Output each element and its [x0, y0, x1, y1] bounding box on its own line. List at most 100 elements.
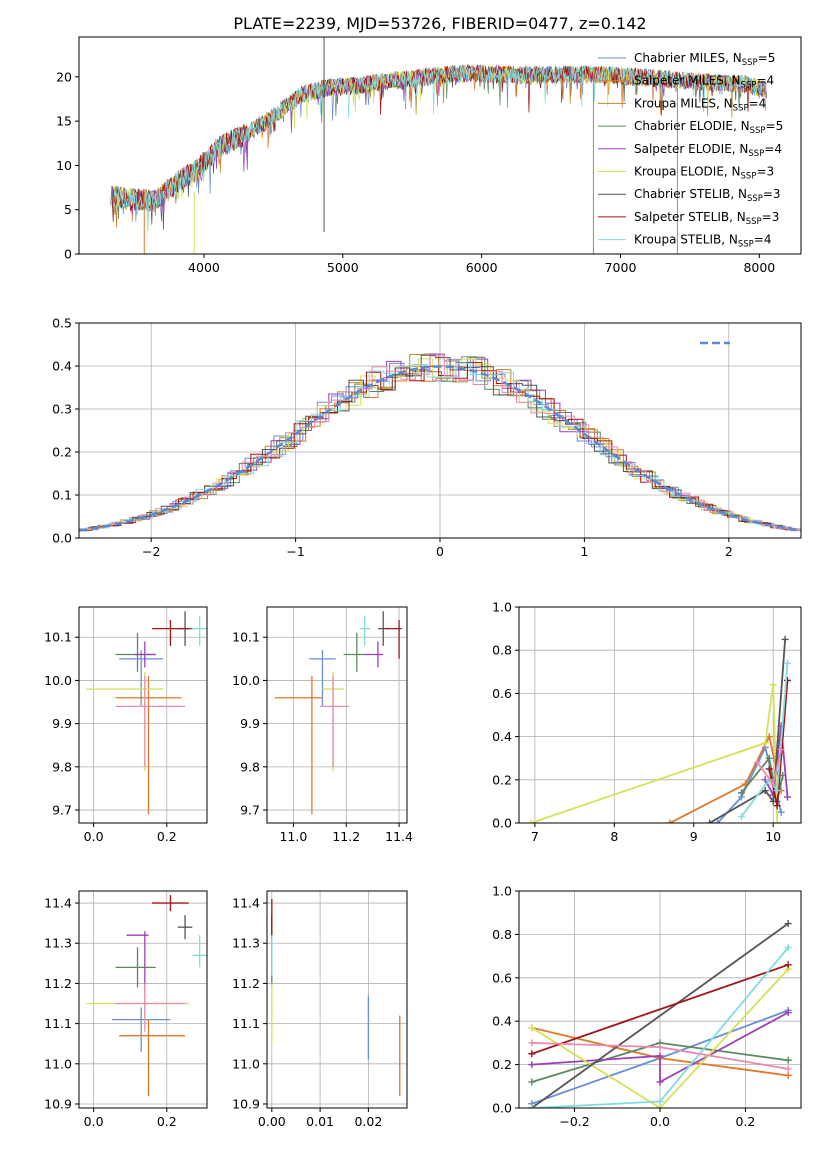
- error-point: [192, 615, 207, 646]
- weight-marker: [784, 1056, 792, 1064]
- y-tick-label: 10.0: [232, 673, 260, 688]
- weight-line: [531, 922, 789, 1108]
- y-tick-label: 0.2: [492, 1057, 512, 1072]
- error-point: [177, 915, 193, 940]
- y-tick-label: 11.4: [232, 896, 260, 911]
- legend-label: Kroupa ELODIE, NSSP=3: [634, 165, 774, 182]
- y-tick-label: 0.6: [492, 686, 512, 701]
- y-tick-label: 0.8: [492, 643, 512, 658]
- weight-marker: [656, 1078, 664, 1086]
- plot-area: [271, 899, 401, 1096]
- x-tick-label: 0.00: [258, 1114, 286, 1129]
- panel-z-age: 0.0 0.2 9.7 9.8 9.9 10.0 10.1: [44, 606, 208, 844]
- legend-entry: Salpeter MILES, NSSP=4: [598, 74, 774, 91]
- legend-entry: Chabrier MILES, NSSP=5: [598, 51, 775, 68]
- x-tick-label: 8000: [743, 260, 775, 275]
- weight-marker: [769, 681, 777, 689]
- weight-marker: [773, 787, 781, 795]
- histogram-step: [79, 365, 797, 532]
- weight-marker: [528, 1078, 536, 1086]
- weight-marker: [761, 787, 769, 795]
- x-tick-label: 11.4: [385, 829, 413, 844]
- y-tick-label: 9.9: [240, 716, 260, 731]
- weight-marker: [783, 676, 791, 684]
- plot-area: [86, 895, 207, 1096]
- error-point: [119, 650, 164, 707]
- panel-ebv-mass: 0.00 0.01 0.02 10.9 11.0 11.1 11.2 11.3 11.4: [232, 890, 408, 1129]
- weight-marker: [784, 943, 792, 951]
- x-tick-label: 0.2: [157, 1114, 177, 1129]
- weight-marker: [737, 789, 745, 797]
- y-tick-label: 11.3: [232, 936, 260, 951]
- error-point: [133, 641, 156, 668]
- y-tick-label: 11.2: [44, 976, 72, 991]
- x-tick-label: −1: [286, 544, 304, 559]
- x-tick-label: 9: [690, 829, 698, 844]
- weight-marker: [784, 1071, 792, 1079]
- panel-z-weight: −0.2 0.0 0.2 0.0 0.2 0.4 0.6 0.8 1.0: [492, 884, 802, 1129]
- spectrum-line-kroupa-stelib: [113, 65, 767, 227]
- panel-residuals: −2 −1 0 1 2 0.0 0.1 0.2 0.3 0.4 0.5: [52, 316, 802, 559]
- y-tick-label: 9.9: [52, 716, 72, 731]
- y-tick-label: 0.3: [52, 402, 72, 417]
- error-point: [385, 619, 402, 659]
- panel-z-mass: 0.0 0.2 10.9 11.0 11.1 11.2 11.3 11.4: [44, 890, 208, 1129]
- weight-marker: [781, 635, 789, 643]
- weight-marker: [656, 1043, 664, 1051]
- x-tick-label: 0.0: [84, 829, 104, 844]
- axes-frame: [266, 606, 408, 824]
- y-tick-label: 0.4: [492, 1014, 512, 1029]
- x-tick-label: 0.0: [650, 1114, 670, 1129]
- weight-marker: [666, 819, 674, 823]
- weight-line: [709, 639, 786, 823]
- error-point: [115, 676, 182, 815]
- y-tick-label: 5: [64, 202, 72, 217]
- y-tick-label: 0.0: [52, 531, 72, 546]
- legend-entry: Kroupa ELODIE, NSSP=3: [598, 165, 774, 182]
- weight-marker: [528, 1061, 536, 1069]
- x-tick-label: 7: [531, 829, 539, 844]
- y-tick-label: 0.4: [52, 359, 72, 374]
- weight-line: [531, 1011, 789, 1084]
- y-tick-label: 0.2: [492, 772, 512, 787]
- weight-marker: [527, 819, 535, 823]
- legend-label: Kroupa STELIB, NSSP=4: [634, 233, 772, 250]
- x-tick-label: 1: [580, 544, 588, 559]
- y-tick-label: 15: [56, 114, 72, 129]
- plot-area: [86, 611, 207, 815]
- normal-curve: [79, 365, 801, 532]
- weight-line: [764, 725, 789, 798]
- y-tick-label: 11.1: [44, 1016, 72, 1031]
- x-tick-label: 5000: [327, 260, 359, 275]
- legend-entry: Chabrier STELIB, NSSP=3: [598, 187, 781, 204]
- x-tick-label: 0.0: [84, 1114, 104, 1129]
- weight-marker: [656, 1052, 664, 1060]
- x-tick-label: −2: [142, 544, 160, 559]
- x-tick-label: 11.0: [279, 829, 307, 844]
- error-point: [152, 895, 189, 912]
- legend-entry: Kroupa MILES, NSSP=4: [598, 96, 766, 113]
- plot-area: [79, 353, 801, 532]
- weight-marker: [714, 819, 722, 823]
- x-tick-label: 8: [610, 829, 618, 844]
- weight-marker: [784, 961, 792, 969]
- weight-marker: [765, 754, 773, 762]
- x-tick-label: −0.2: [559, 1114, 589, 1129]
- error-point: [115, 632, 156, 672]
- legend-label: Chabrier MILES, NSSP=5: [634, 51, 775, 68]
- weight-marker: [777, 808, 785, 816]
- y-tick-label: 20: [56, 69, 72, 84]
- weight-line: [740, 756, 784, 802]
- weight-marker: [783, 659, 791, 667]
- x-tick-label: 0.2: [736, 1114, 756, 1129]
- error-point: [111, 1007, 171, 1052]
- x-tick-label: 0: [436, 544, 444, 559]
- figure-title: PLATE=2239, MJD=53726, FIBERID=0477, z=0…: [233, 14, 646, 33]
- weight-marker: [706, 819, 714, 823]
- y-tick-label: 9.8: [240, 759, 260, 774]
- axes-frame: [266, 890, 408, 1109]
- x-tick-label: 7000: [605, 260, 637, 275]
- weight-marker: [783, 793, 791, 801]
- legend-label: Salpeter MILES, NSSP=4: [634, 74, 774, 91]
